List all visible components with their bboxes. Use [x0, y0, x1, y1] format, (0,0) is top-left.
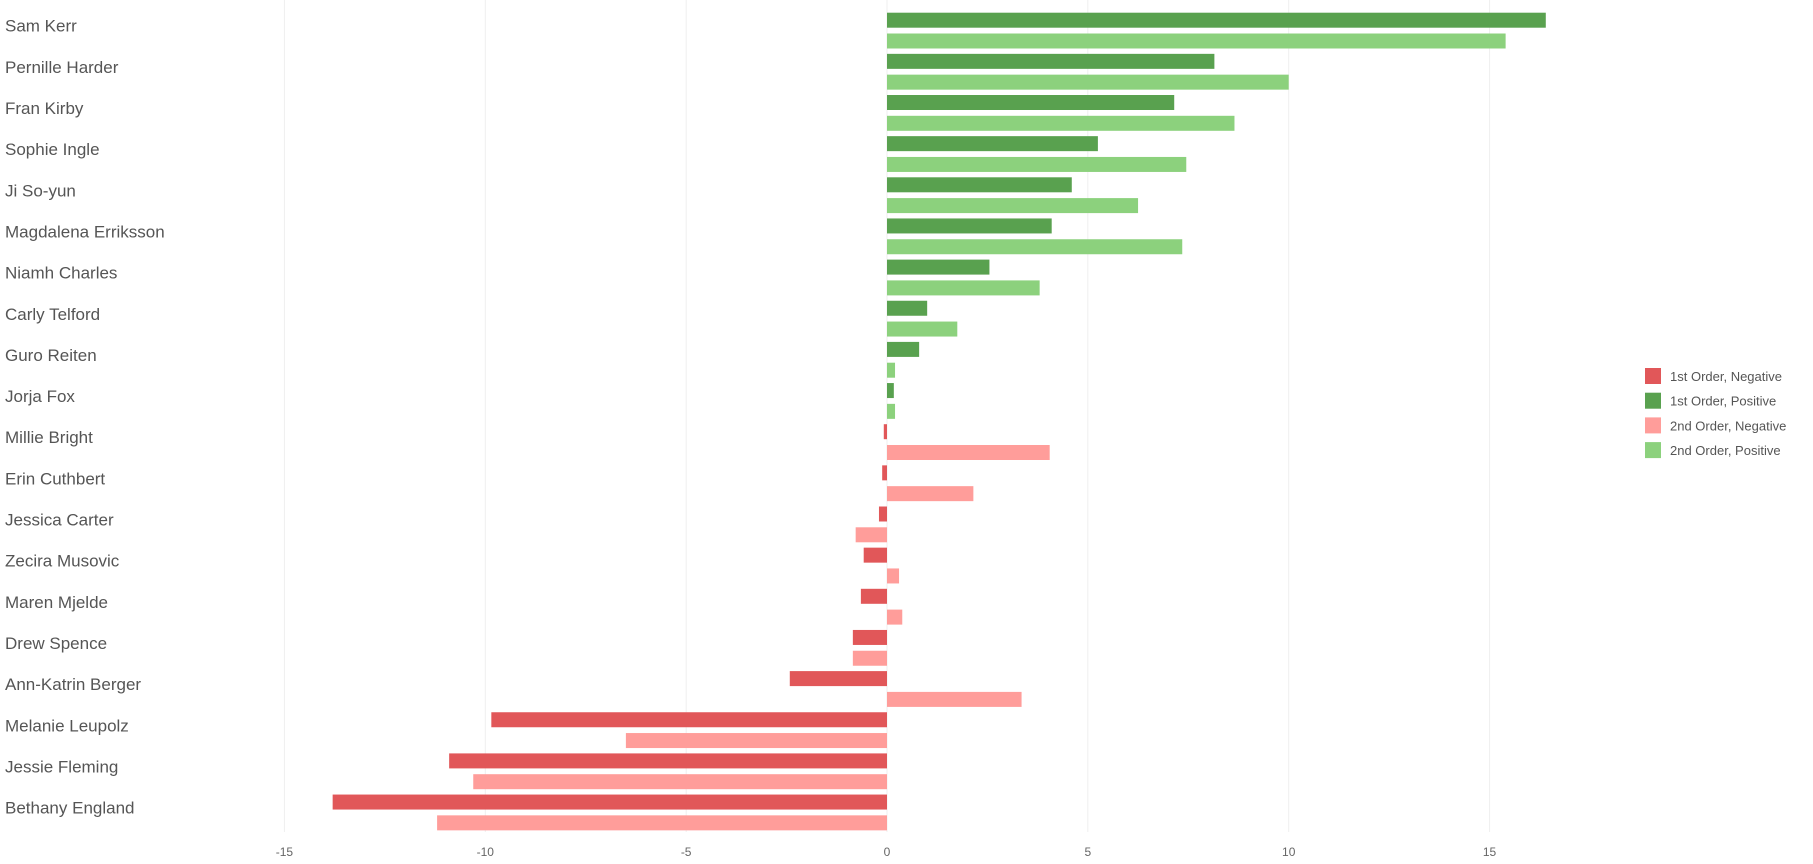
bar-1st-order	[887, 95, 1175, 110]
row-label: Zecira Musovic	[5, 552, 120, 571]
x-tick-label: 5	[1085, 845, 1092, 859]
legend-label: 2nd Order, Negative	[1670, 418, 1786, 433]
bar-2nd-order	[852, 650, 887, 666]
row-label: Guro Reiten	[5, 346, 97, 365]
row-label: Fran Kirby	[5, 99, 84, 118]
bar-1st-order	[887, 218, 1052, 234]
bar-1st-order	[860, 588, 887, 604]
row-label: Pernille Harder	[5, 58, 119, 77]
row-label: Ann-Katrin Berger	[5, 675, 141, 694]
bar-1st-order	[887, 12, 1546, 28]
bar-2nd-order	[887, 568, 900, 584]
bar-1st-order	[887, 341, 920, 357]
row-label: Bethany England	[5, 799, 135, 818]
bar-1st-order	[789, 671, 887, 687]
bar-2nd-order	[887, 74, 1289, 90]
legend-swatch-2n	[1645, 417, 1661, 434]
bar-2nd-order	[887, 609, 903, 625]
bar-1st-order	[878, 506, 887, 522]
bar-1st-order	[882, 465, 887, 481]
row-label: Jessie Fleming	[5, 757, 118, 776]
row-label: Jessica Carter	[5, 511, 114, 530]
bar-1st-order	[887, 136, 1098, 152]
bars	[332, 12, 1546, 831]
bar-1st-order	[852, 629, 887, 645]
bar-2nd-order	[887, 239, 1183, 255]
bar-1st-order	[863, 547, 887, 563]
x-tick-label: 10	[1282, 845, 1296, 859]
x-tick-label: 15	[1483, 845, 1497, 859]
bar-2nd-order	[887, 321, 958, 337]
row-label: Jorja Fox	[5, 387, 75, 406]
row-label: Niamh Charles	[5, 264, 117, 283]
x-axis-ticks: -15 -10 -5 0 5 10 15	[276, 845, 1497, 859]
row-label: Sophie Ingle	[5, 140, 100, 159]
legend-label: 1st Order, Negative	[1670, 369, 1782, 384]
row-label: Sam Kerr	[5, 17, 77, 36]
x-tick-label: -15	[276, 845, 294, 859]
bar-2nd-order	[887, 115, 1235, 131]
legend-label: 1st Order, Positive	[1670, 394, 1776, 409]
row-label: Millie Bright	[5, 428, 93, 447]
bar-1st-order	[887, 259, 990, 275]
bar-2nd-order	[887, 691, 1022, 707]
bar-1st-order	[449, 753, 887, 769]
row-label: Carly Telford	[5, 305, 100, 324]
row-label: Drew Spence	[5, 634, 107, 653]
bar-2nd-order	[625, 733, 887, 749]
row-label: Erin Cuthbert	[5, 469, 105, 488]
legend-swatch-1n	[1645, 368, 1661, 384]
bar-1st-order	[887, 383, 894, 399]
bar-2nd-order	[437, 815, 887, 831]
row-label: Ji So-yun	[5, 181, 76, 200]
bar-2nd-order	[887, 280, 1040, 296]
x-tick-label: -10	[477, 845, 495, 859]
legend-label: 2nd Order, Positive	[1670, 443, 1781, 458]
bar-1st-order	[887, 53, 1215, 69]
bar-2nd-order	[887, 33, 1506, 49]
bar-2nd-order	[473, 774, 887, 790]
bar-2nd-order	[855, 527, 887, 543]
x-tick-label: -5	[681, 845, 692, 859]
bar-2nd-order	[887, 156, 1187, 172]
legend-swatch-2p	[1645, 442, 1661, 459]
bar-1st-order	[332, 794, 887, 810]
bar-2nd-order	[887, 362, 896, 378]
bar-2nd-order	[887, 486, 974, 502]
row-label: Maren Mjelde	[5, 593, 108, 612]
bar-1st-order	[887, 177, 1072, 193]
bar-2nd-order	[887, 198, 1139, 214]
legend: 1st Order, Negative 1st Order, Positive 2n…	[1645, 368, 1786, 459]
x-tick-label: 0	[884, 845, 891, 859]
legend-swatch-1p	[1645, 392, 1661, 409]
row-labels: Sam Kerr Pernille Harder Fran Kirby Sophie …	[5, 17, 165, 818]
bar-1st-order	[491, 712, 887, 728]
row-label: Magdalena Erriksson	[5, 222, 165, 241]
bar-1st-order	[887, 300, 928, 316]
row-label: Melanie Leupolz	[5, 716, 129, 735]
bar-2nd-order	[887, 445, 1050, 460]
bar-1st-order	[883, 424, 887, 440]
bar-2nd-order	[887, 403, 896, 419]
